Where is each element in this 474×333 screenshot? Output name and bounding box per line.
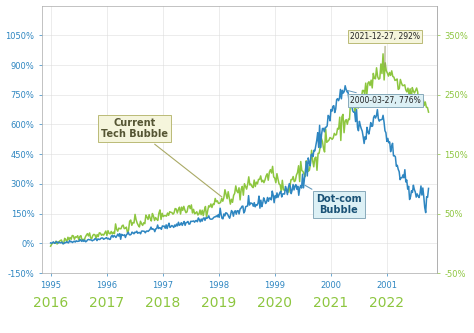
Text: Current
Tech Bubble: Current Tech Bubble — [101, 118, 222, 197]
Text: 2021-12-27, 292%: 2021-12-27, 292% — [350, 32, 420, 67]
Text: 2000-03-27, 776%: 2000-03-27, 776% — [346, 90, 421, 105]
Text: Dot-com
Bubble: Dot-com Bubble — [305, 185, 362, 215]
